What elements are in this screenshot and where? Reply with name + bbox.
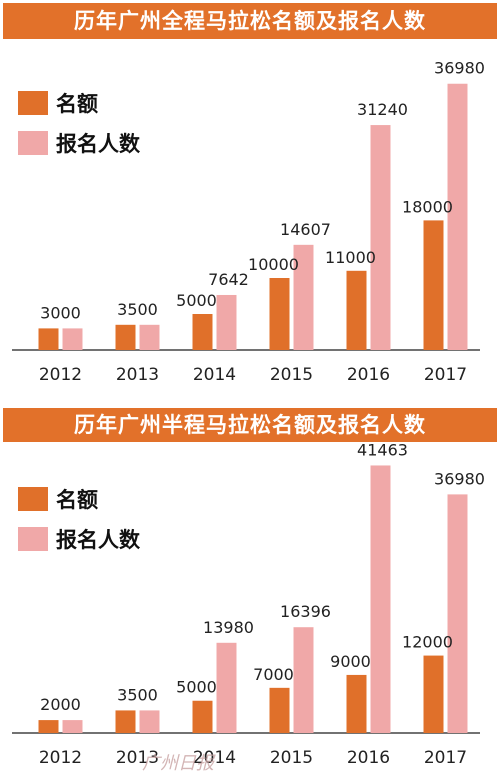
data-label-quota-2016: 11000 [325,248,376,267]
data-label-quota-2016: 9000 [330,652,371,671]
bar-registrants-2012 [62,720,83,733]
half-marathon-bar-chart: 2000 2012 3500 2013 5000 13980 2014 7000 16396 20… [12,440,485,768]
bar-quota-2017 [423,220,444,350]
legend-item-quota: 名额 [18,86,140,120]
data-label-registrants-2016: 41463 [357,440,408,459]
tick-label-2015: 2015 [270,365,313,385]
bar-registrants-2016 [370,125,391,351]
data-label-registrants-2015: 16396 [280,602,331,621]
tick-label-2013: 2013 [116,365,159,385]
full-marathon-legend: 名额 报名人数 [18,86,140,160]
tick-label-2017: 2017 [424,365,467,385]
legend-item-registrants: 报名人数 [18,126,140,160]
tick-label-2012: 2012 [39,365,82,385]
full-marathon-chart: 历年广州全程马拉松名额及报名人数 名额 报名人数 3000 2012 3500 201… [3,3,497,385]
tick-label-2017: 2017 [424,748,467,768]
bar-quota-2015 [269,278,290,350]
bar-registrants-2016 [370,465,391,733]
bar-registrants-2015 [293,627,314,733]
bar-quota-2014 [192,700,213,733]
bar-registrants-2013 [139,710,160,733]
bar-registrants-2013 [139,324,160,350]
half-marathon-chart: 历年广州半程马拉松名额及报名人数 名额 报名人数 2000 2012 3500 201… [0,400,500,781]
legend-label-quota: 名额 [56,92,98,116]
full-marathon-title: 历年广州全程马拉松名额及报名人数 [3,3,497,39]
data-label-2013: 3500 [117,300,158,319]
tick-label-2014: 2014 [193,748,236,768]
bar-quota-2013 [115,710,136,733]
bar-registrants-2017 [447,494,468,733]
legend-swatch-registrants [18,527,48,551]
bar-quota-2012 [38,328,59,350]
data-label-registrants-2016: 31240 [357,100,408,119]
half-marathon-title: 历年广州半程马拉松名额及报名人数 [3,408,497,442]
bar-registrants-2012 [62,328,83,350]
tick-label-2016: 2016 [347,748,390,768]
tick-label-2014: 2014 [193,365,236,385]
legend-label-quota: 名额 [56,488,98,512]
bar-quota-2013 [115,324,136,350]
data-label-quota-2017: 18000 [402,197,453,216]
bar-registrants-2014 [216,294,237,350]
data-label-quota-2017: 12000 [402,633,453,652]
bar-quota-2017 [423,655,444,733]
bar-registrants-2014 [216,642,237,733]
bar-quota-2015 [269,687,290,733]
data-label-quota-2015: 10000 [248,255,299,274]
legend-label-registrants: 报名人数 [56,132,140,156]
tick-label-2012: 2012 [39,748,82,768]
newspaper-watermark: 广州日报 [142,753,214,774]
legend-swatch-registrants [18,131,48,155]
data-label-registrants-2014: 7642 [208,270,249,289]
legend-item-quota: 名额 [18,482,140,516]
data-label-quota-2014: 5000 [176,291,217,310]
legend-swatch-quota [18,91,48,115]
data-label-quota-2014: 5000 [176,678,217,697]
bar-registrants-2015 [293,244,314,350]
bar-quota-2014 [192,314,213,350]
tick-label-2016: 2016 [347,365,390,385]
bar-quota-2016 [346,270,367,350]
legend-item-registrants: 报名人数 [18,522,140,556]
tick-label-2015: 2015 [270,748,313,768]
full-marathon-bar-chart: 3000 2012 3500 2013 5000 7642 2014 10000 14607 20… [12,59,485,385]
legend-label-registrants: 报名人数 [56,528,140,552]
data-label-quota-2015: 7000 [253,665,294,684]
data-label-registrants-2017: 36980 [434,59,485,78]
tick-label-2013: 2013 [116,748,159,768]
bar-registrants-2017 [447,83,468,350]
legend-swatch-quota [18,487,48,511]
bar-quota-2016 [346,674,367,733]
data-label-2012: 2000 [40,695,81,714]
data-label-registrants-2017: 36980 [434,469,485,488]
data-label-registrants-2014: 13980 [203,618,254,637]
data-label-2012: 3000 [40,303,81,322]
bar-quota-2012 [38,720,59,733]
half-marathon-legend: 名额 报名人数 [18,482,140,556]
data-label-2013: 3500 [117,685,158,704]
data-label-registrants-2015: 14607 [280,220,331,239]
